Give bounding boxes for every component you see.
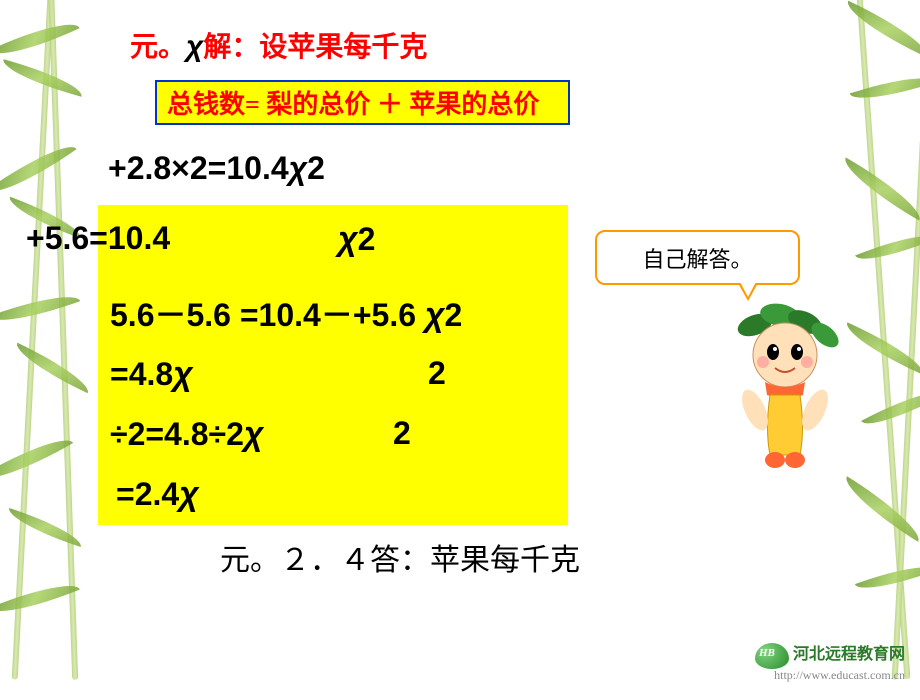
line1-prefix: 元。 [130, 32, 186, 63]
work-row-1-left: +5.6=10.4 [26, 220, 170, 257]
line1-rest: 解：设苹果每千克 [203, 32, 427, 63]
work-row-2: 5.6－5.6 =10.4－+5.6 χ2 [110, 290, 462, 336]
cartoon-character [715, 300, 855, 470]
answer-text: 元。２．４答：苹果每千克 [220, 544, 580, 577]
work-row-1-right: χ2 [338, 220, 375, 259]
bamboo-right-decoration [780, 0, 920, 700]
formula-box: 总钱数= 梨的总价 ＋ 苹果的总价 [155, 80, 570, 125]
work-row-4: ÷2=4.8÷2χ [110, 415, 264, 454]
work-box: +5.6=10.4 χ2 5.6－5.6 =10.4－+5.6 χ2 =4.8χ… [98, 205, 568, 525]
eq-top-x: χ [289, 150, 307, 186]
work-row-3: =4.8χ [110, 355, 193, 394]
line1-x: χ [186, 30, 203, 63]
eq-top-left: +2.8×2=10.4 [108, 150, 289, 186]
work-row-4b: 2 [393, 415, 411, 452]
hb-logo-icon [755, 643, 789, 669]
eq-top-two: 2 [307, 150, 325, 186]
footer-cn: 河北远程教育网 [793, 646, 905, 663]
footer-logo: 河北远程教育网 http://www.educast.com.cn [755, 643, 905, 682]
formula-text: 总钱数= 梨的总价 ＋ 苹果的总价 [167, 84, 539, 121]
equation-top: +2.8×2=10.4χ2 [108, 150, 325, 187]
problem-setup-line: 元。χ解：设苹果每千克 [130, 25, 427, 65]
speech-text: 自己解答。 [642, 242, 752, 274]
work-row-5: =2.4χ [116, 475, 199, 514]
answer-line: 元。２．４答：苹果每千克 [220, 535, 580, 579]
footer-url: http://www.educast.com.cn [774, 668, 905, 682]
speech-bubble: 自己解答。 [595, 230, 800, 285]
work-row-3b: 2 [428, 355, 446, 392]
